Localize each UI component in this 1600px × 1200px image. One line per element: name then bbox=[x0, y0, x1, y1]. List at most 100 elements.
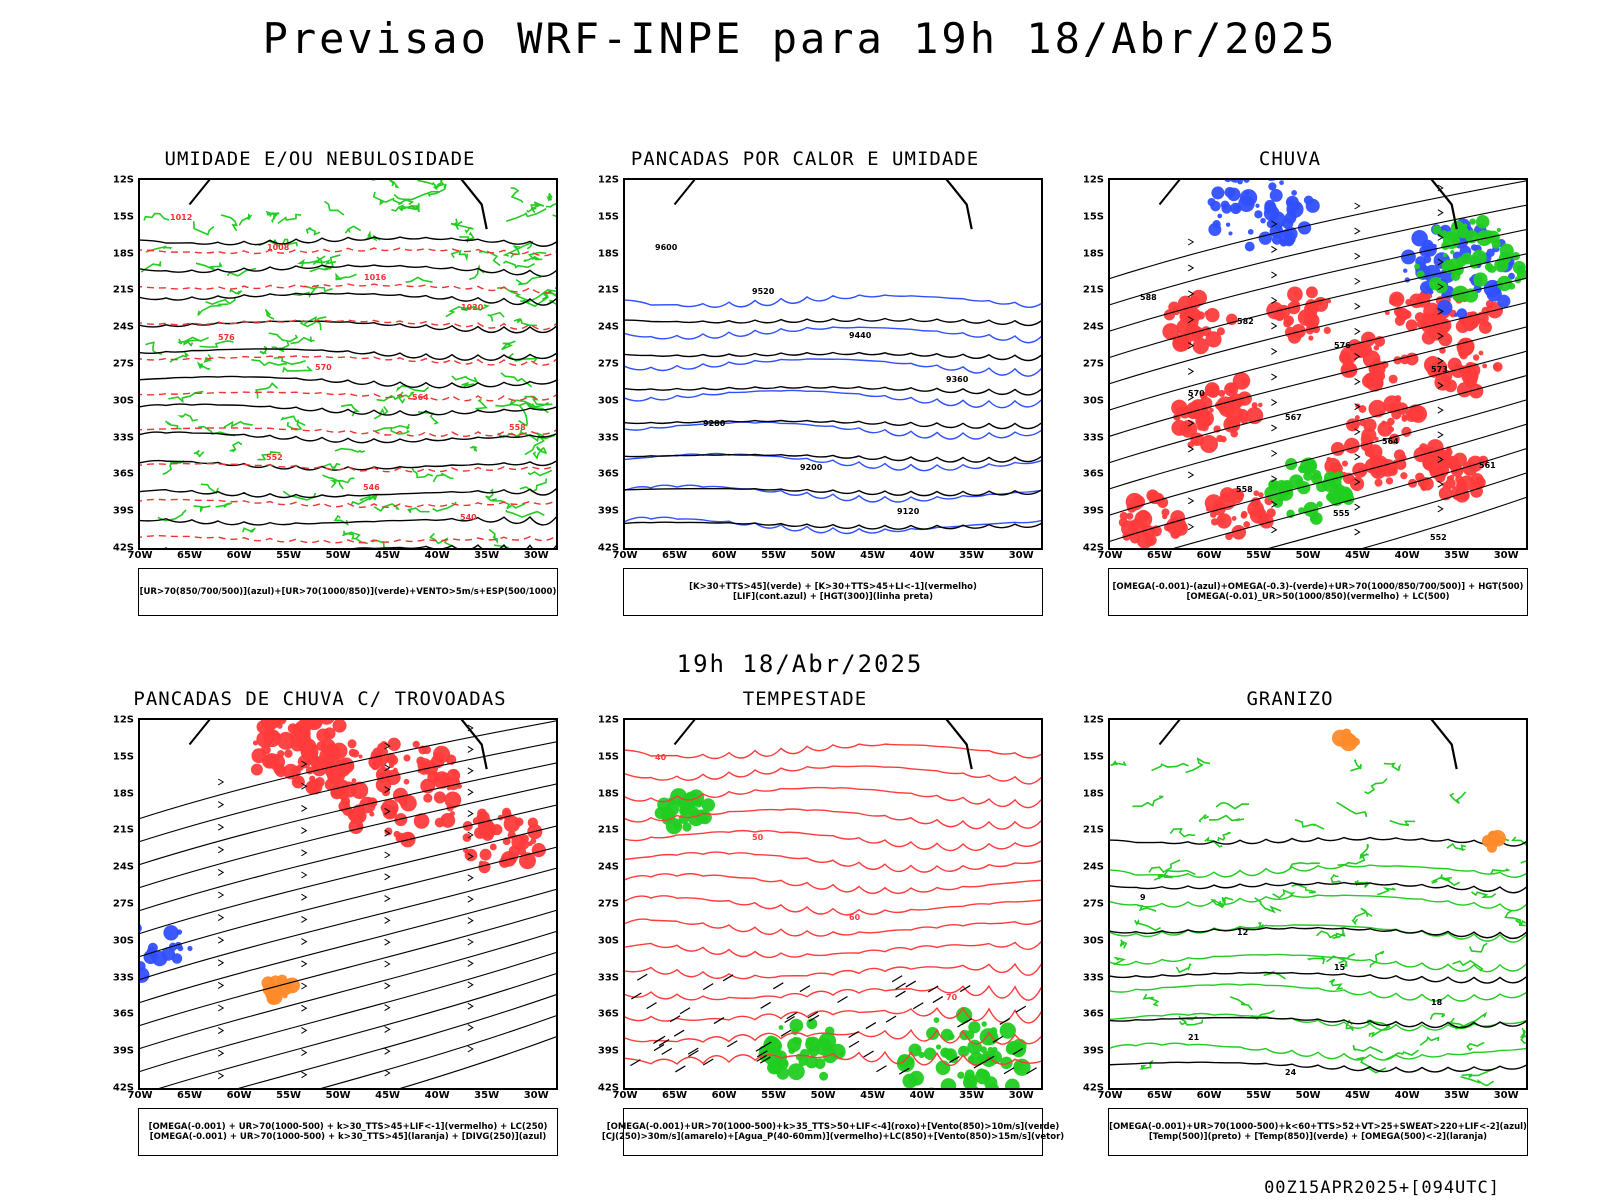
lon-tick-label: 40W bbox=[424, 1090, 450, 1101]
flow-arrow bbox=[467, 1024, 474, 1032]
green-contour bbox=[514, 432, 556, 443]
contour-label: 9200 bbox=[800, 463, 823, 472]
latitude-axis: 12S 15S 18S 21S 24S 27S 30S 33S 36S 39S 42S bbox=[1070, 715, 1108, 1094]
green-contour bbox=[1377, 887, 1396, 896]
green-contour bbox=[241, 527, 256, 533]
green-contour bbox=[1119, 939, 1128, 949]
green-contour bbox=[1142, 993, 1160, 1007]
contour-line bbox=[625, 1028, 1041, 1045]
green-contour bbox=[1471, 891, 1497, 899]
flow-arrow bbox=[301, 760, 308, 768]
streamline bbox=[1362, 496, 1526, 548]
green-contour bbox=[524, 395, 553, 406]
wind-vector bbox=[786, 1012, 798, 1020]
green-contour bbox=[407, 507, 430, 514]
green-contour bbox=[1383, 762, 1402, 772]
green-contour bbox=[1369, 950, 1385, 968]
green-contour bbox=[1198, 814, 1209, 823]
flow-arrow bbox=[217, 981, 225, 989]
flow-arrow bbox=[1437, 209, 1444, 217]
green-contour bbox=[487, 311, 505, 322]
legend-text: [OMEGA(-0.001)-(azul)+OMEGA(-0.3)-(verde… bbox=[1112, 582, 1524, 592]
green-contour bbox=[157, 509, 187, 522]
flow-arrow bbox=[384, 764, 391, 772]
forecast-map: 588 582 576 573 570 567 564 561 558 555 552 bbox=[1108, 178, 1528, 550]
contour-label: 60 bbox=[849, 913, 861, 922]
flow-arrow bbox=[1187, 238, 1195, 246]
streamline bbox=[1110, 302, 1526, 411]
lat-tick-label: 42S bbox=[112, 1082, 134, 1094]
flow-arrow bbox=[1271, 398, 1278, 406]
lon-tick-label: 35W bbox=[959, 550, 985, 561]
flow-arrow bbox=[1354, 277, 1361, 285]
green-contours bbox=[1110, 757, 1526, 1087]
contour-line bbox=[140, 320, 556, 334]
streamline bbox=[399, 1036, 556, 1088]
green-contour bbox=[1215, 801, 1250, 810]
green-contour bbox=[519, 478, 548, 493]
green-contour bbox=[374, 423, 411, 433]
wind-vector bbox=[895, 982, 906, 990]
green-contour bbox=[1330, 874, 1342, 884]
streamline bbox=[140, 762, 556, 866]
green-contour bbox=[1430, 876, 1452, 884]
flow-arrow bbox=[217, 868, 225, 876]
green-contour bbox=[192, 221, 215, 236]
green-contour bbox=[526, 201, 545, 213]
flow-arrow bbox=[1354, 302, 1361, 310]
contour-label: 561 bbox=[1479, 461, 1496, 470]
wind-vector bbox=[702, 983, 714, 991]
green-contour bbox=[140, 261, 162, 273]
lon-tick-label: 60W bbox=[226, 550, 252, 561]
contour-label: 570 bbox=[315, 363, 332, 372]
wind850-green-fill bbox=[758, 1018, 846, 1081]
contour-line bbox=[625, 1050, 1041, 1067]
flow-arrow bbox=[1271, 297, 1278, 304]
lat-tick-label: 33S bbox=[597, 432, 619, 444]
lat-tick-label: 36S bbox=[1082, 468, 1104, 480]
streamline bbox=[1110, 229, 1526, 332]
streamline bbox=[140, 888, 556, 1004]
contour-line bbox=[140, 431, 556, 444]
lon-tick-label: 65W bbox=[177, 550, 202, 561]
streamline bbox=[1268, 472, 1526, 548]
green-contour bbox=[1350, 759, 1362, 772]
green-contour bbox=[1520, 860, 1526, 864]
hgt500-streamlines bbox=[1110, 180, 1526, 548]
green-contour bbox=[293, 284, 318, 299]
wind-vector bbox=[722, 974, 734, 982]
lat-tick-label: 18S bbox=[112, 788, 134, 800]
contour-label: 70 bbox=[946, 993, 958, 1002]
green-contour bbox=[1364, 778, 1388, 795]
legend-box: [OMEGA(-0.001) + UR>70(1000-500) + k>30_… bbox=[138, 1108, 558, 1156]
lat-tick-label: 12S bbox=[112, 714, 134, 726]
green-contour bbox=[388, 180, 400, 189]
green-contour bbox=[1360, 907, 1373, 917]
lat-tick-label: 39S bbox=[597, 505, 619, 517]
lat-tick-label: 33S bbox=[597, 972, 619, 984]
flow-arrow bbox=[1437, 283, 1444, 291]
panel-title: TEMPESTADE bbox=[742, 688, 868, 710]
flow-arrow bbox=[1354, 252, 1361, 260]
lat-tick-label: 27S bbox=[1082, 358, 1104, 370]
flow-arrow bbox=[467, 981, 474, 989]
contour-line bbox=[140, 498, 556, 508]
panel-trovoadas: PANCADAS DE CHUVA C/ TROVOADAS 12S 15S 18S 2… bbox=[100, 688, 558, 1168]
green-contour bbox=[397, 391, 415, 404]
streamline bbox=[1110, 399, 1526, 516]
wind-vector bbox=[646, 1002, 657, 1010]
green-contour bbox=[229, 288, 243, 295]
lon-tick-label: 65W bbox=[662, 1090, 687, 1101]
green-contour bbox=[1389, 819, 1416, 827]
wind-vector bbox=[1015, 1005, 1027, 1013]
green-contour bbox=[1490, 868, 1510, 875]
map-canvas: 9 12 15 18 21 24 bbox=[1110, 720, 1526, 1087]
contour-line bbox=[1110, 1061, 1526, 1073]
green-contour bbox=[145, 245, 173, 253]
green-contour bbox=[299, 316, 327, 328]
contour-line bbox=[625, 326, 1041, 344]
contour-line bbox=[140, 459, 556, 471]
flow-arrow bbox=[1271, 220, 1278, 228]
lif-contours bbox=[625, 294, 1041, 535]
lat-tick-label: 27S bbox=[597, 358, 619, 370]
